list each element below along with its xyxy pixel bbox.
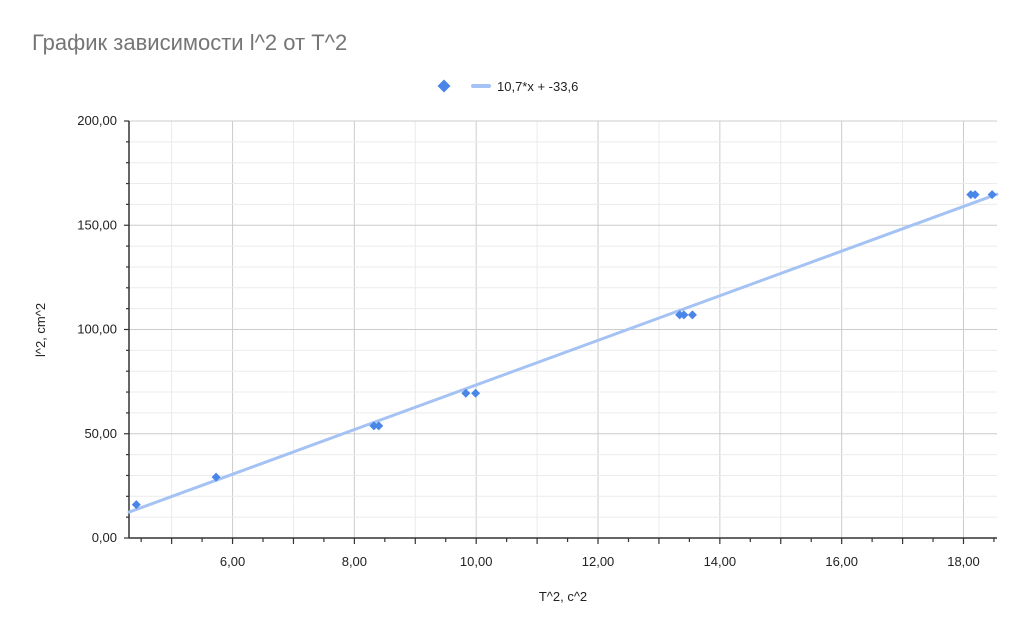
data-point bbox=[374, 421, 384, 431]
plot-area bbox=[127, 190, 999, 514]
data-point bbox=[461, 388, 471, 398]
data-point bbox=[471, 388, 481, 398]
x-tick-label: 8,00 bbox=[342, 554, 367, 569]
y-tick-label: 100,00 bbox=[77, 322, 117, 337]
legend-label: 10,7*x + -33,6 bbox=[497, 79, 578, 94]
data-point bbox=[687, 310, 697, 320]
x-tick-label: 10,00 bbox=[460, 554, 493, 569]
x-tick-label: 6,00 bbox=[220, 554, 245, 569]
x-tick-label: 18,00 bbox=[947, 554, 980, 569]
y-tick-label: 50,00 bbox=[84, 426, 117, 441]
x-tick-label: 16,00 bbox=[825, 554, 858, 569]
x-tick-label: 12,00 bbox=[582, 554, 615, 569]
x-axis-title: T^2, c^2 bbox=[539, 589, 587, 604]
legend[interactable]: 10,7*x + -33,6 bbox=[437, 79, 579, 94]
y-tick-label: 150,00 bbox=[77, 217, 117, 232]
y-tick-label: 0,00 bbox=[92, 530, 117, 545]
data-point bbox=[211, 472, 221, 482]
axes bbox=[124, 120, 997, 544]
y-tick-label: 200,00 bbox=[77, 113, 117, 128]
data-point bbox=[679, 310, 689, 320]
x-tick-label: 14,00 bbox=[704, 554, 737, 569]
tick-labels: 0,00 50,00 100,00 150,00 200,00 6,00 8,00 10,00… bbox=[77, 113, 980, 569]
data-point bbox=[369, 421, 379, 431]
trendline bbox=[127, 192, 999, 514]
legend-marker-diamond bbox=[437, 79, 451, 93]
data-point bbox=[131, 500, 141, 510]
grid-lines bbox=[129, 120, 997, 539]
chart-title: График зависимости l^2 от T^2 bbox=[32, 30, 348, 55]
y-axis-title: l^2, cm^2 bbox=[33, 303, 48, 357]
data-point bbox=[970, 190, 980, 200]
data-point bbox=[987, 190, 997, 200]
